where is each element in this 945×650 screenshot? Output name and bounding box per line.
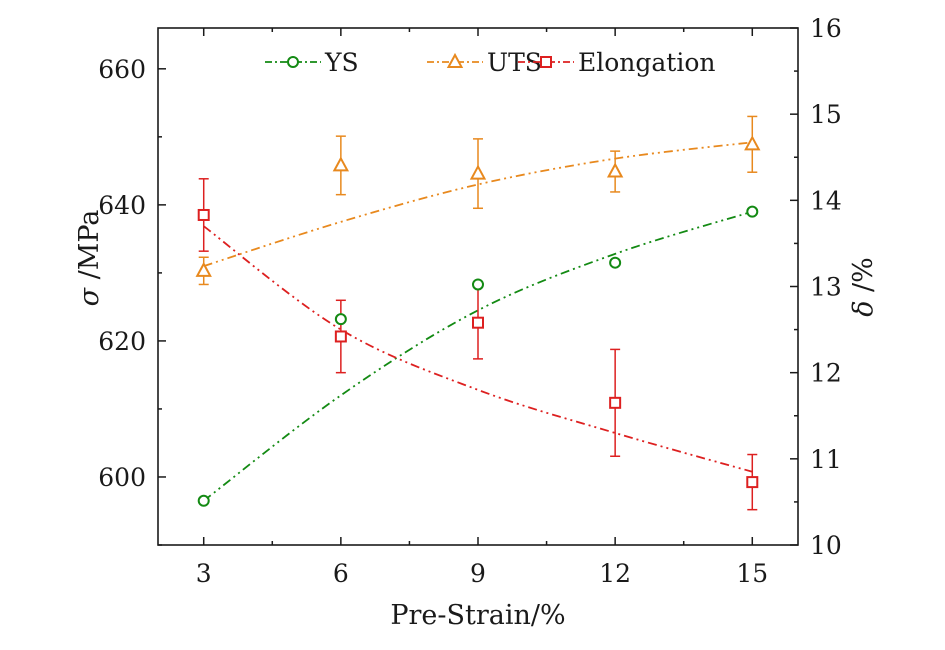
axis-ticks: 3 6 9 12 15 600 620 640 660 10 11 12 13 14 15 16: [98, 14, 842, 588]
ys-point: [746, 205, 759, 218]
x-tick-label: 12: [599, 559, 631, 588]
y2-tick-label: 16: [810, 14, 842, 43]
y-tick-label: 600: [98, 463, 146, 492]
elongation-fit-curve: [203, 225, 753, 473]
y2-tick-label: 10: [810, 531, 842, 560]
x-tick-label: 15: [736, 559, 768, 588]
y2-tick-label: 12: [810, 359, 842, 388]
x-tick-label: 3: [196, 559, 212, 588]
uts-point: [469, 164, 487, 180]
y2-tick-label: 11: [810, 445, 842, 474]
legend-label-elongation: Elongation: [578, 48, 716, 77]
y-axis-title: σ /MPa: [74, 210, 105, 307]
data-markers: [195, 135, 761, 507]
uts-point: [195, 261, 212, 277]
legend-marker-elongation: [540, 56, 552, 68]
legend-label-ys: YS: [324, 48, 359, 77]
uts-point: [332, 156, 350, 172]
legend-label-uts: UTS: [487, 48, 542, 77]
legend-marker-ys: [287, 56, 299, 68]
x-axis-title: Pre-Strain/%: [390, 600, 565, 631]
x-tick-label: 6: [333, 559, 349, 588]
y2-tick-label: 14: [810, 186, 842, 215]
elongation-point: [746, 476, 759, 489]
ys-fit-curve: [203, 210, 753, 502]
y-tick-label: 620: [98, 327, 146, 356]
ys-point: [334, 313, 347, 326]
uts-point: [606, 162, 624, 178]
y2-axis-unit: /%: [848, 257, 879, 300]
elongation-point: [334, 330, 347, 343]
uts-point: [744, 135, 761, 151]
elongation-point: [472, 316, 484, 329]
y-tick-label: 660: [98, 55, 146, 84]
y2-axis-title: δ /%: [848, 257, 879, 317]
y-tick-label: 640: [98, 191, 146, 220]
y-axis-symbol: σ: [74, 286, 105, 306]
legend-marker-uts: [446, 52, 464, 68]
legend: YS UTS Elongation: [265, 48, 716, 77]
y2-axis-symbol: δ: [848, 301, 879, 317]
elongation-point: [197, 208, 210, 221]
y-axis-unit: /MPa: [74, 210, 105, 288]
x-tick-label: 9: [470, 559, 486, 588]
uts-fit-curve: [203, 141, 753, 267]
y2-tick-label: 13: [810, 273, 842, 302]
y2-tick-label: 15: [810, 100, 842, 129]
ys-point: [472, 278, 484, 291]
fit-curves: [203, 141, 753, 502]
ys-point: [197, 494, 210, 507]
ys-point: [609, 256, 622, 269]
elongation-point: [609, 396, 622, 409]
